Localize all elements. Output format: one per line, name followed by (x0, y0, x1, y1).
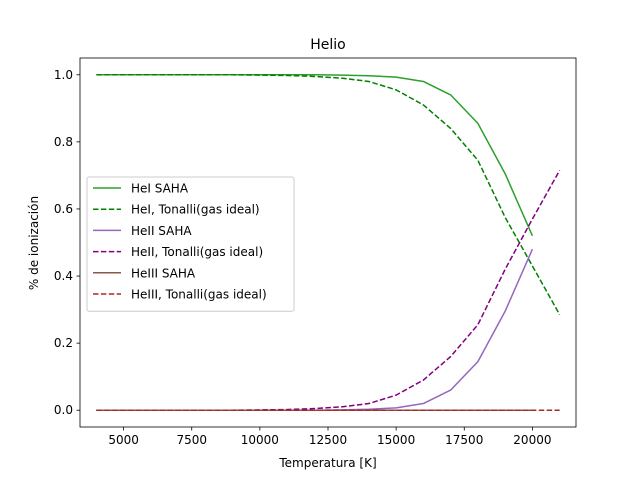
x-tick-label: 15000 (377, 433, 415, 447)
series-line-4 (96, 170, 561, 411)
y-axis: 0.0 0.2 0.4 0.6 0.8 1.0 (54, 68, 80, 417)
y-tick-label: 0.6 (54, 202, 73, 216)
legend-box (86, 176, 295, 312)
y-tick-label: 1.0 (54, 68, 73, 82)
y-tick-label: 0.8 (54, 135, 73, 149)
y-tick-label: 0.0 (54, 403, 73, 417)
x-tick-label: 12500 (309, 433, 347, 447)
series-line-2 (96, 74, 561, 315)
x-tick-label: 20000 (513, 433, 551, 447)
x-tick-label: 7500 (176, 433, 207, 447)
legend-label: HeIII SAHA (131, 266, 196, 280)
chart-title: Helio (310, 37, 346, 53)
legend-label: HeI SAHA (131, 182, 189, 196)
x-tick-label: 10000 (241, 433, 279, 447)
y-tick-label: 0.2 (54, 336, 73, 350)
x-tick-label: 5000 (108, 433, 139, 447)
x-axis-label: Temperatura [K] (278, 456, 376, 470)
y-axis-label: % de ionización (27, 196, 41, 290)
y-tick-label: 0.4 (54, 269, 73, 283)
legend-label: HeII SAHA (131, 224, 192, 238)
series-layer (96, 74, 561, 411)
x-tick-label: 17500 (445, 433, 483, 447)
legend: HeI SAHA HeI, Tonalli(gas ideal) HeII SAHA… (86, 176, 295, 312)
legend-label: HeIII, Tonalli(gas ideal) (131, 288, 267, 302)
legend-label: HeI, Tonalli(gas ideal) (131, 203, 260, 217)
legend-label: HeII, Tonalli(gas ideal) (131, 245, 263, 259)
x-axis: 5000 7500 10000 12500 15000 17500 20000 (108, 427, 551, 447)
